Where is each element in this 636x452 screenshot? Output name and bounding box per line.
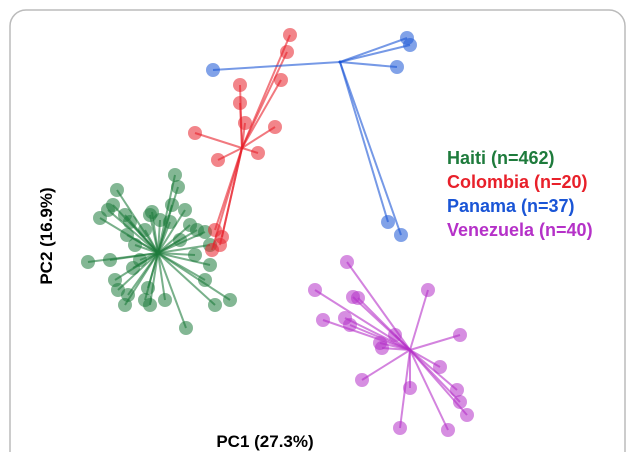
spoke [409, 349, 458, 391]
spoke [409, 289, 429, 351]
point [450, 383, 464, 397]
y-axis-label: PC2 (16.9%) [37, 187, 56, 284]
point [143, 298, 157, 312]
point [81, 255, 95, 269]
point [343, 318, 357, 332]
point [251, 146, 265, 160]
point [381, 215, 395, 229]
point [388, 328, 402, 342]
spoke [409, 349, 449, 431]
point [403, 38, 417, 52]
point [268, 120, 282, 134]
point [171, 180, 185, 194]
legend-entry: Panama (n=37) [447, 196, 575, 216]
x-axis-label: PC1 (27.3%) [216, 432, 313, 451]
point [103, 253, 117, 267]
point [403, 381, 417, 395]
spoke [157, 252, 211, 266]
spoke [221, 147, 243, 238]
point [145, 205, 159, 219]
point [453, 328, 467, 342]
point [179, 321, 193, 335]
point [375, 341, 389, 355]
point [233, 78, 247, 92]
frame [9, 9, 626, 452]
centroid [408, 348, 412, 352]
spoke [194, 132, 243, 149]
spoke [214, 147, 243, 231]
spoke [339, 61, 389, 223]
point [316, 313, 330, 327]
point [106, 198, 120, 212]
point [351, 291, 365, 305]
point [118, 298, 132, 312]
point [158, 293, 172, 307]
spoke [339, 61, 398, 68]
spoke [339, 61, 402, 236]
legend-entry: Haiti (n=462) [447, 148, 555, 168]
spoke [409, 334, 461, 351]
point [120, 228, 134, 242]
spoke [157, 252, 187, 329]
spoke [157, 252, 166, 301]
spoke [157, 252, 216, 306]
point [108, 273, 122, 287]
point [123, 215, 137, 229]
point [355, 373, 369, 387]
point [441, 423, 455, 437]
spoke [157, 209, 186, 254]
spoke [157, 252, 231, 301]
point [138, 223, 152, 237]
point [178, 203, 192, 217]
point [133, 253, 147, 267]
point [233, 96, 247, 110]
point [238, 116, 252, 130]
point [393, 421, 407, 435]
centroid [156, 251, 160, 255]
spoke [361, 349, 411, 381]
point [340, 255, 354, 269]
point [141, 281, 155, 295]
spoke [241, 79, 282, 149]
legend-entry: Colombia (n=20) [447, 172, 588, 192]
point [163, 215, 177, 229]
point [280, 45, 294, 59]
legend-entry: Venezuela (n=40) [447, 220, 593, 240]
spoke [339, 44, 411, 63]
plot-area [81, 28, 474, 437]
point [203, 258, 217, 272]
spoke [157, 244, 211, 254]
point [208, 223, 222, 237]
point [188, 248, 202, 262]
point [453, 395, 467, 409]
point [173, 233, 187, 247]
spoke [149, 252, 159, 306]
point [168, 168, 182, 182]
centroid [240, 146, 244, 150]
point [394, 228, 408, 242]
point [274, 73, 288, 87]
spoke [241, 51, 288, 149]
point [208, 298, 222, 312]
centroid [338, 60, 342, 64]
point [165, 198, 179, 212]
point [205, 243, 219, 257]
point [198, 273, 212, 287]
point [433, 360, 447, 374]
point [206, 63, 220, 77]
spoke [339, 37, 408, 63]
point [110, 183, 124, 197]
point [460, 408, 474, 422]
point [421, 283, 435, 297]
point [128, 238, 142, 252]
point [211, 153, 225, 167]
point [308, 283, 322, 297]
point [283, 28, 297, 42]
point [223, 293, 237, 307]
point [188, 126, 202, 140]
point [390, 60, 404, 74]
spoke [212, 61, 341, 71]
point [93, 211, 107, 225]
